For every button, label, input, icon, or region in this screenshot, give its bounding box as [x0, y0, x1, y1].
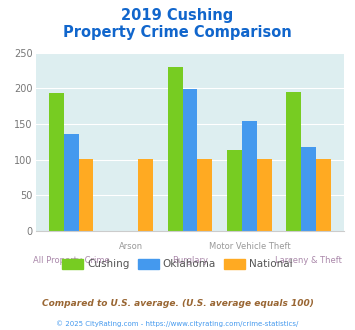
Bar: [242, 120, 257, 231]
Bar: [227, 150, 242, 231]
Text: Compared to U.S. average. (U.S. average equals 100): Compared to U.S. average. (U.S. average …: [42, 299, 313, 308]
Bar: [286, 92, 301, 231]
Text: © 2025 CityRating.com - https://www.cityrating.com/crime-statistics/: © 2025 CityRating.com - https://www.city…: [56, 320, 299, 327]
Bar: [64, 134, 78, 231]
Text: All Property Crime: All Property Crime: [33, 256, 109, 265]
Bar: [138, 159, 153, 231]
Bar: [301, 147, 316, 231]
Bar: [182, 89, 197, 231]
Text: Motor Vehicle Theft: Motor Vehicle Theft: [208, 242, 290, 251]
Bar: [316, 159, 331, 231]
Bar: [257, 159, 272, 231]
Text: 2019 Cushing: 2019 Cushing: [121, 8, 234, 23]
Bar: [49, 93, 64, 231]
Text: Burglary: Burglary: [172, 256, 208, 265]
Text: Arson: Arson: [119, 242, 143, 251]
Legend: Cushing, Oklahoma, National: Cushing, Oklahoma, National: [58, 255, 297, 274]
Text: Larceny & Theft: Larceny & Theft: [275, 256, 342, 265]
Bar: [78, 159, 93, 231]
Text: Property Crime Comparison: Property Crime Comparison: [63, 25, 292, 40]
Bar: [168, 67, 182, 231]
Bar: [197, 159, 212, 231]
